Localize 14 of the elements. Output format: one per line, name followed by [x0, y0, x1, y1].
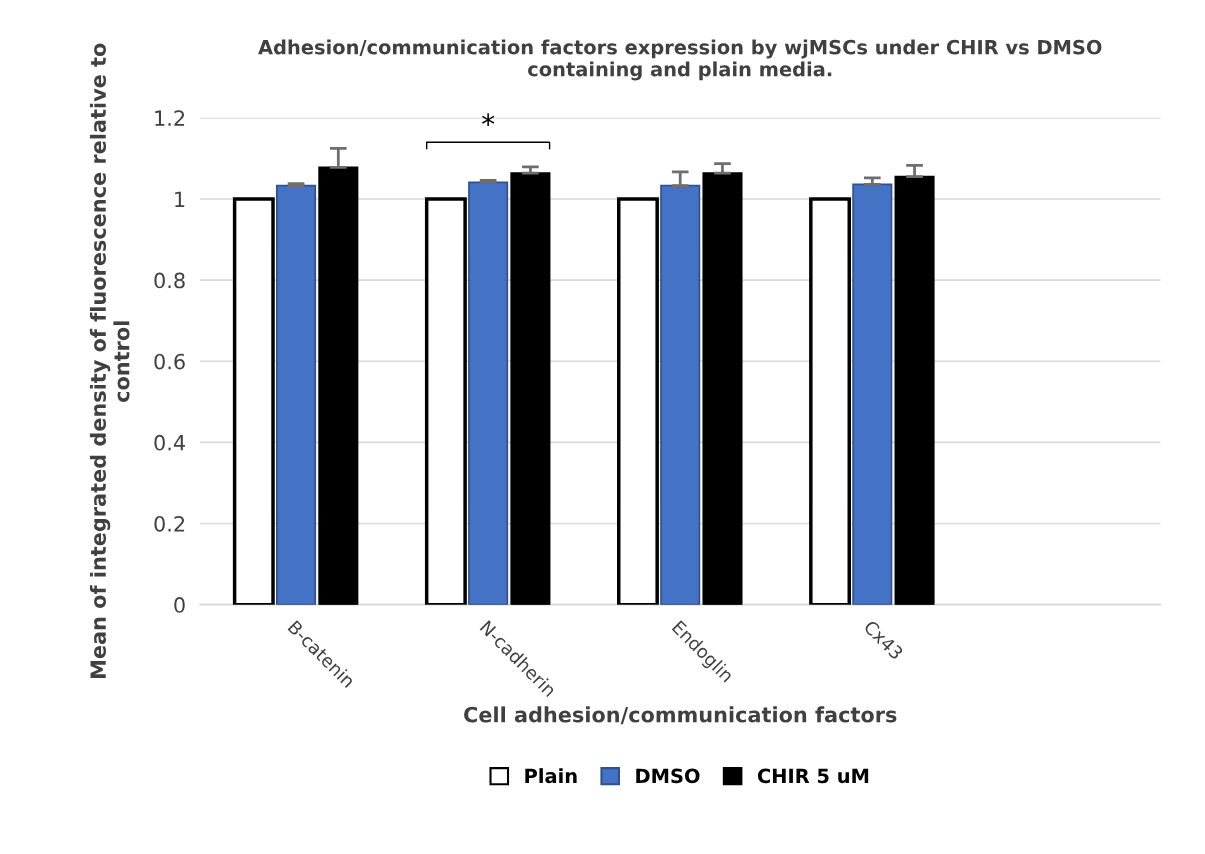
- annotation: *: [482, 113, 495, 127]
- y-tick-label: 0.2: [154, 515, 185, 532]
- y-axis-title: Mean of integrated density of fluorescence relative to control: [89, 43, 130, 678]
- y-tick-label: 0.6: [154, 353, 185, 370]
- legend-label: DMSO: [636, 768, 700, 784]
- chart-title: Adhesion/communication factors expression by wjMSCs under CHIR vs DMSO containing and plain media.: [258, 39, 1102, 81]
- legend-label: CHIR 5 uM: [757, 768, 869, 784]
- y-tick-label: 1: [175, 191, 185, 207]
- y-tick-label: 0.8: [154, 272, 185, 289]
- x-axis-title: Cell adhesion/communication factors: [464, 706, 897, 725]
- y-tick-label: 0.4: [154, 434, 185, 451]
- y-tick-label: 1.2: [155, 110, 185, 126]
- y-tick-label: 0: [174, 597, 185, 613]
- legend-label: Plain: [525, 768, 577, 784]
